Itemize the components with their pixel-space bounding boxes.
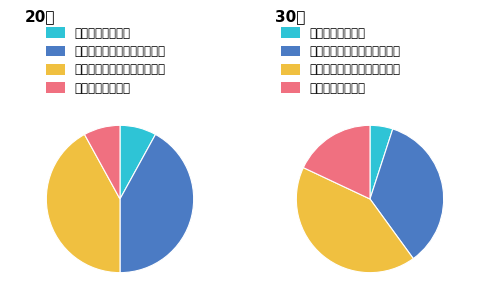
Legend: とてもポジティブ, どちらかというとポジティブ, どちらかというとネガティブ, とてもネガティブ: とてもポジティブ, どちらかというとポジティブ, どちらかというとネガティブ, … [46,27,165,95]
Wedge shape [84,125,120,199]
Wedge shape [120,125,156,199]
Wedge shape [370,129,444,259]
Text: 20代: 20代 [25,9,56,24]
Wedge shape [304,125,370,199]
Wedge shape [46,135,120,273]
Legend: とてもポジティブ, どちらかというとポジティブ, どちらかというとネガティブ, とてもネガティブ: とてもポジティブ, どちらかというとポジティブ, どちらかというとネガティブ, … [281,27,400,95]
Wedge shape [120,135,194,273]
Wedge shape [370,125,393,199]
Wedge shape [296,168,414,273]
Text: 30代: 30代 [275,9,306,24]
